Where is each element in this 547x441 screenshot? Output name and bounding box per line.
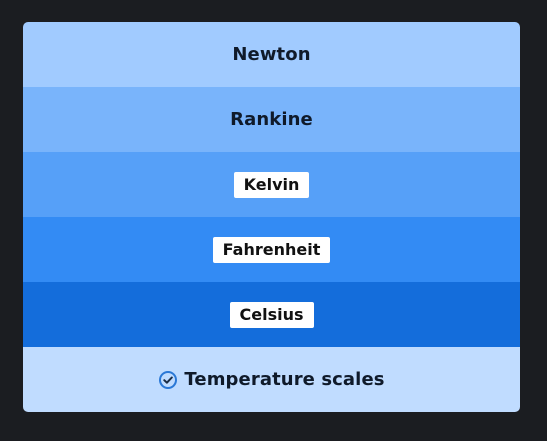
scale-label-rankine: Rankine: [230, 109, 313, 130]
scale-band-kelvin[interactable]: Kelvin: [23, 152, 520, 217]
panel-footer: Temperature scales: [23, 347, 520, 412]
footer-caption: Temperature scales: [158, 369, 384, 390]
scale-label-celsius: Celsius: [229, 301, 314, 328]
scale-band-rankine[interactable]: Rankine: [23, 87, 520, 152]
scale-label-newton: Newton: [232, 44, 311, 65]
scale-band-fahrenheit[interactable]: Fahrenheit: [23, 217, 520, 282]
check-circle-icon: [158, 370, 178, 390]
footer-label: Temperature scales: [184, 369, 385, 390]
temperature-scales-panel: Newton Rankine Kelvin Fahrenheit Celsius…: [23, 22, 520, 412]
scale-band-newton[interactable]: Newton: [23, 22, 520, 87]
scale-band-celsius[interactable]: Celsius: [23, 282, 520, 347]
scale-label-kelvin: Kelvin: [233, 171, 310, 198]
scale-label-fahrenheit: Fahrenheit: [212, 236, 331, 263]
